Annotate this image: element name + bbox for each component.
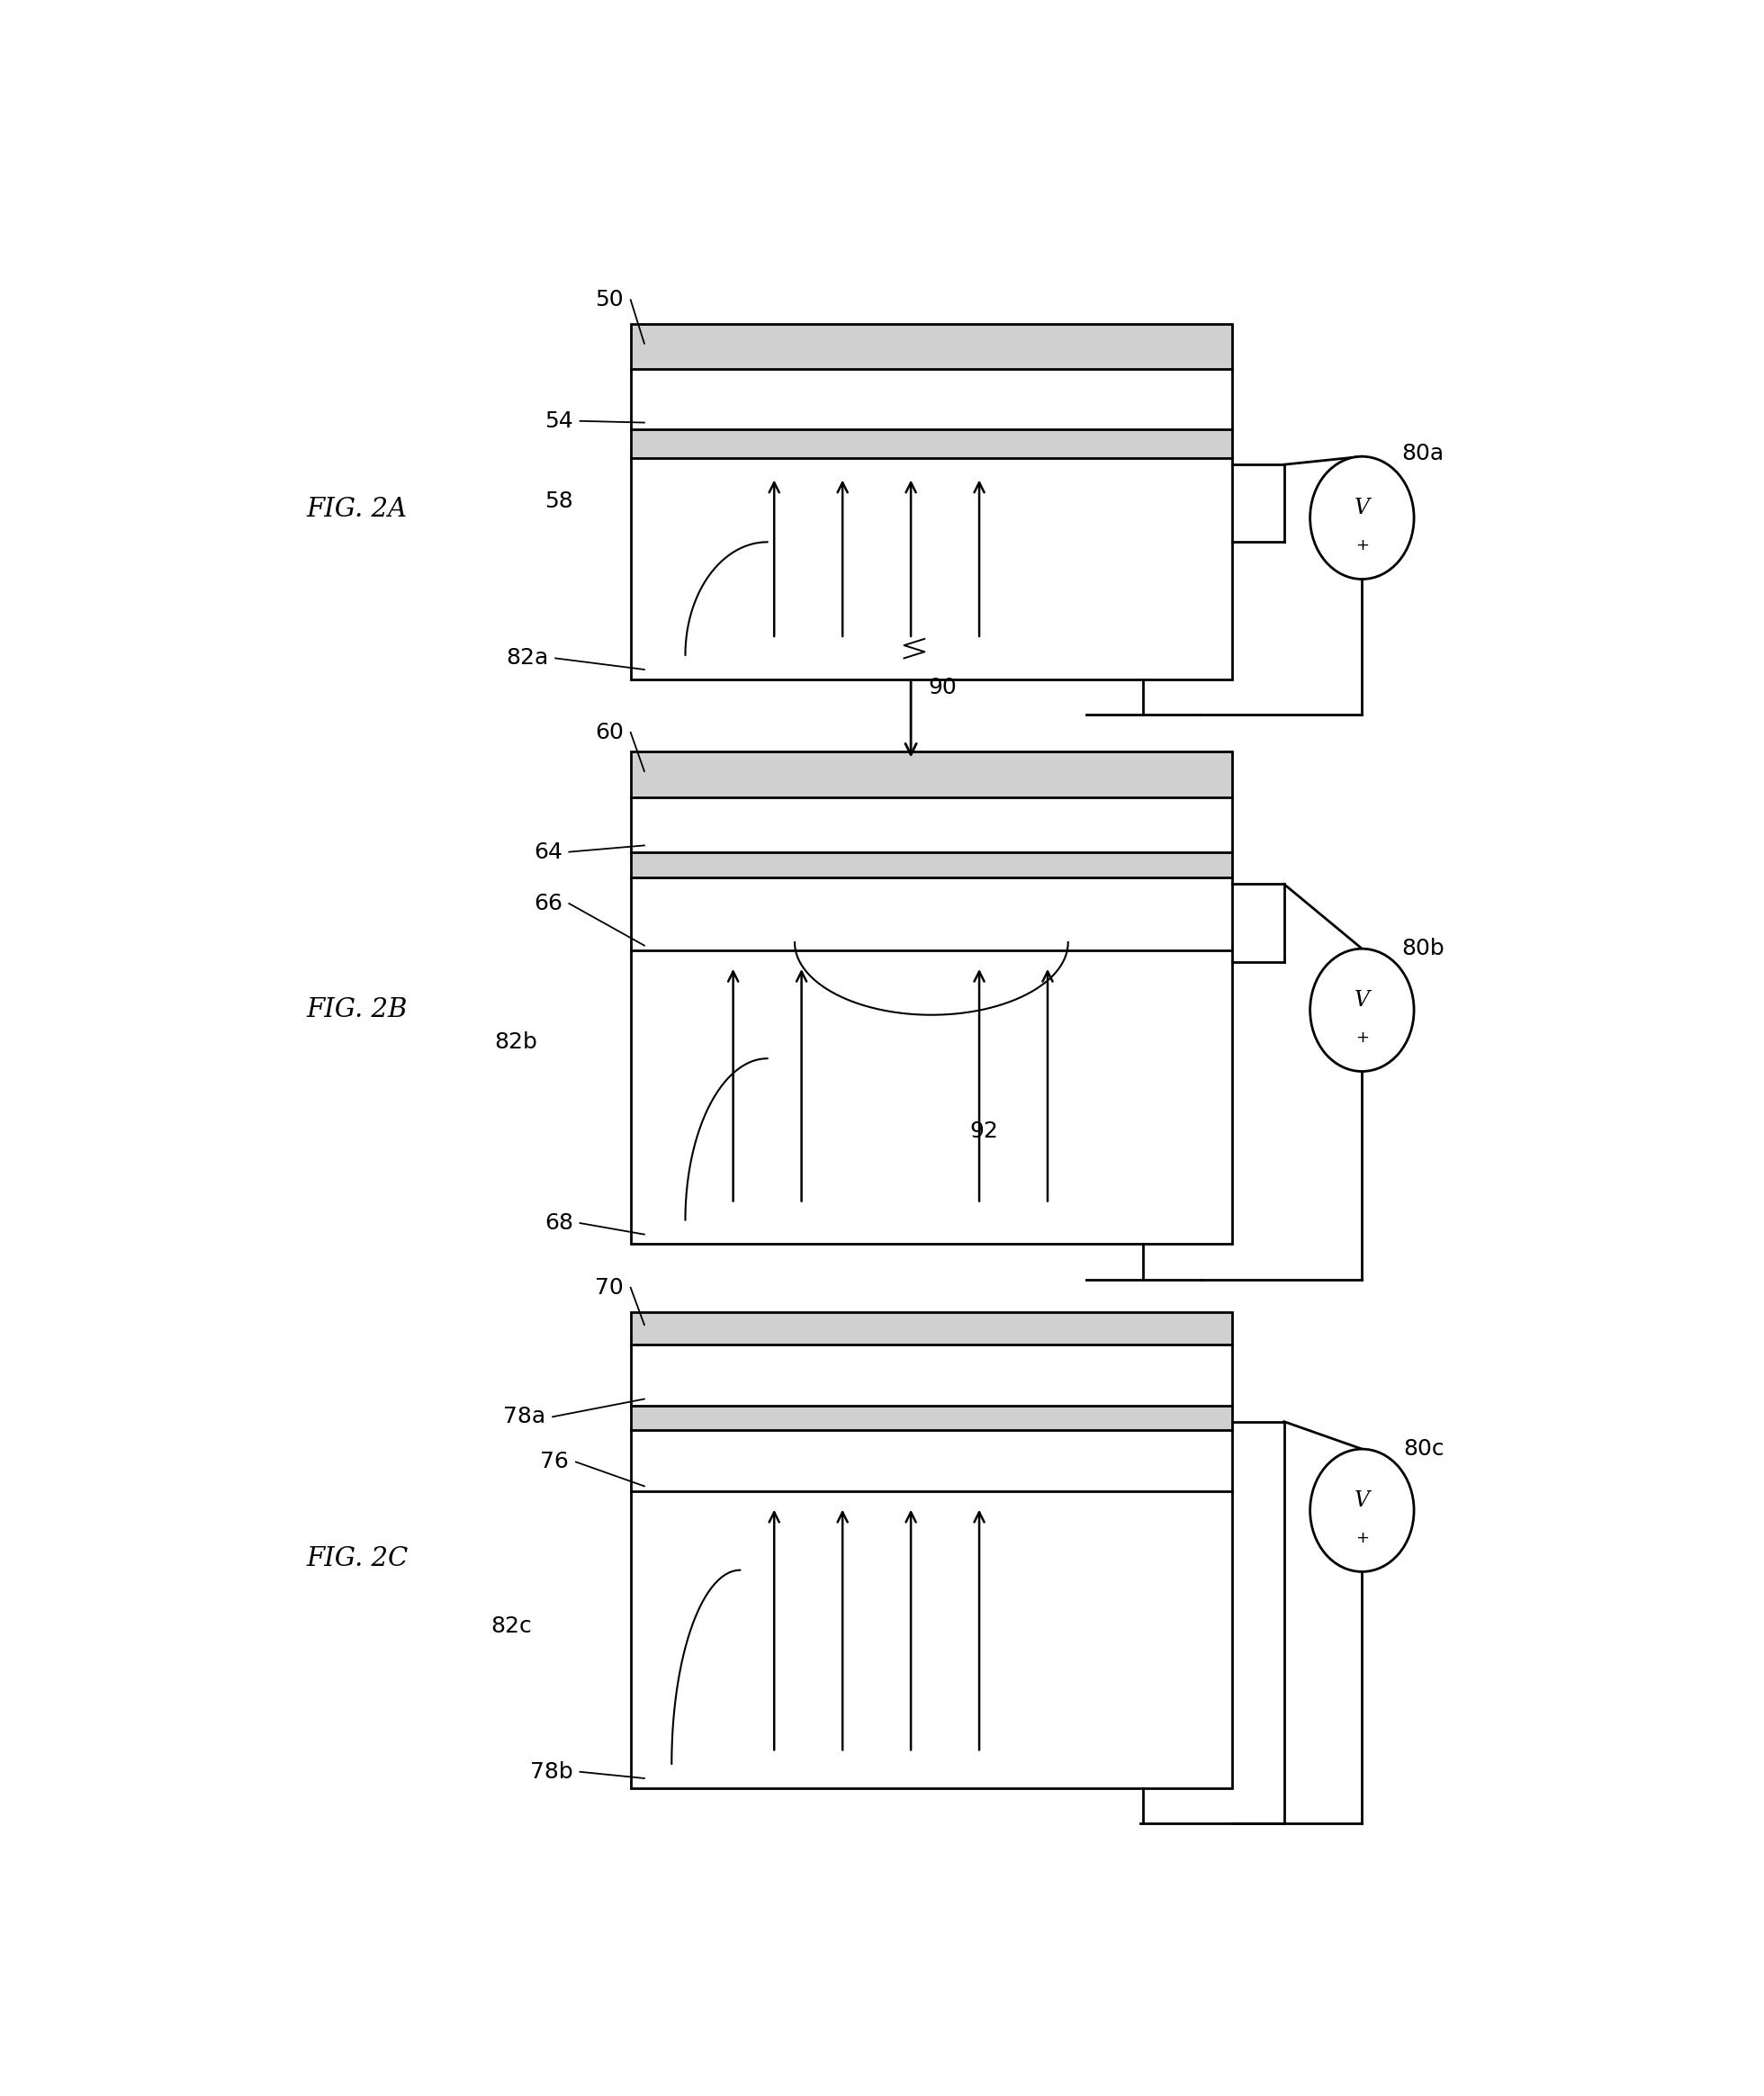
Text: 64: 64	[533, 840, 563, 864]
Text: 78a: 78a	[503, 1406, 545, 1427]
Text: FIG. 2A: FIG. 2A	[307, 497, 407, 522]
Text: 78b: 78b	[531, 1761, 573, 1782]
Text: 50: 50	[594, 289, 624, 310]
Text: V: V	[1355, 1490, 1369, 1511]
Text: 66: 66	[533, 893, 563, 914]
Text: +: +	[1355, 537, 1369, 553]
Text: 80b: 80b	[1401, 937, 1445, 960]
Text: +: +	[1355, 1029, 1369, 1046]
Text: 68: 68	[545, 1211, 573, 1235]
Text: 70: 70	[594, 1276, 624, 1297]
Bar	[632, 325, 1231, 679]
Text: FIG. 2C: FIG. 2C	[307, 1547, 407, 1572]
Circle shape	[1311, 457, 1415, 578]
Bar	[632, 752, 1231, 1245]
Circle shape	[1311, 1448, 1415, 1572]
Text: 60: 60	[594, 721, 624, 744]
Text: V: V	[1355, 989, 1369, 1010]
Text: 80a: 80a	[1402, 442, 1445, 463]
Text: 92: 92	[970, 1119, 998, 1142]
Text: 76: 76	[540, 1450, 570, 1473]
Circle shape	[1311, 949, 1415, 1071]
Text: V: V	[1355, 497, 1369, 518]
Text: 54: 54	[545, 411, 573, 432]
Text: 80c: 80c	[1402, 1438, 1445, 1459]
Text: 90: 90	[928, 677, 958, 698]
Text: 82b: 82b	[494, 1031, 538, 1052]
Bar	[632, 1312, 1231, 1788]
Text: 58: 58	[545, 490, 573, 514]
Text: 82c: 82c	[490, 1616, 533, 1637]
Text: FIG. 2B: FIG. 2B	[307, 998, 407, 1023]
Text: 82a: 82a	[506, 648, 549, 669]
Text: +: +	[1355, 1530, 1369, 1547]
